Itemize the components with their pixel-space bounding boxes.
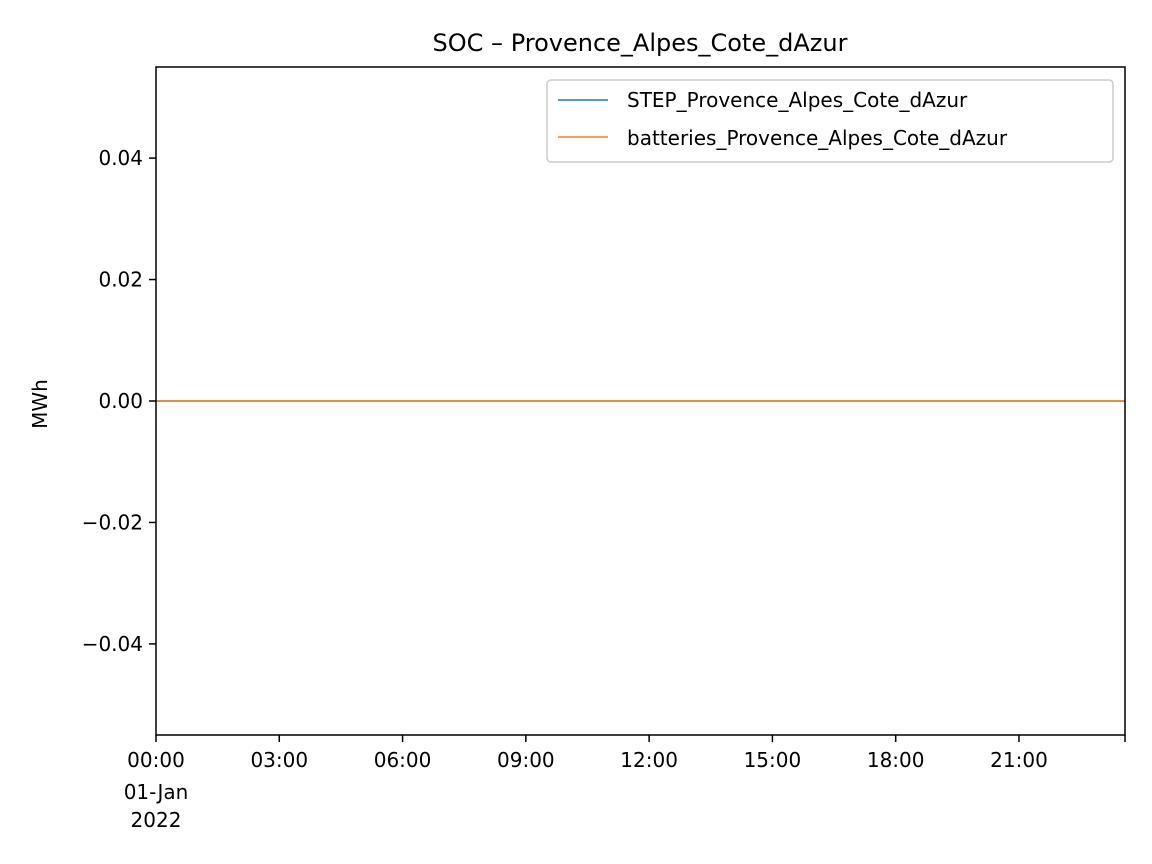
x-tick-label: 00:00 <box>127 748 185 772</box>
y-tick-label: −0.04 <box>82 632 143 656</box>
x-tick-sublabel: 01-Jan <box>124 780 189 804</box>
legend-box <box>546 79 1114 163</box>
y-tick-label: 0.04 <box>98 146 143 170</box>
plot-frame <box>155 66 1126 736</box>
y-tick-label: 0.00 <box>98 389 143 413</box>
x-tick-label: 18:00 <box>867 748 925 772</box>
x-tick-label: 03:00 <box>250 748 308 772</box>
x-tick-label: 06:00 <box>374 748 432 772</box>
x-tick-sublabel: 2022 <box>131 808 182 832</box>
chart-title: SOC – Provence_Alpes_Cote_dAzur <box>433 29 848 57</box>
y-tick-label: 0.02 <box>98 268 143 292</box>
x-axis: 00:00 03:00 06:00 09:00 12:00 15:00 18:00 21:00… <box>124 735 1126 832</box>
y-axis-label: MWh <box>28 379 52 429</box>
x-tick-label: 15:00 <box>744 748 802 772</box>
x-tick-label: 09:00 <box>497 748 555 772</box>
x-tick-label: 12:00 <box>620 748 678 772</box>
x-tick-label: 21:00 <box>990 748 1048 772</box>
y-axis: 0.04 0.02 0.00 −0.02 −0.04 <box>82 146 156 656</box>
legend: STEP_Provence_Alpes_Cote_dAzur batteries… <box>546 79 1114 163</box>
y-tick-label: −0.02 <box>82 510 143 534</box>
legend-label-batteries: batteries_Provence_Alpes_Cote_dAzur <box>627 126 1008 150</box>
legend-label-step: STEP_Provence_Alpes_Cote_dAzur <box>627 88 968 112</box>
